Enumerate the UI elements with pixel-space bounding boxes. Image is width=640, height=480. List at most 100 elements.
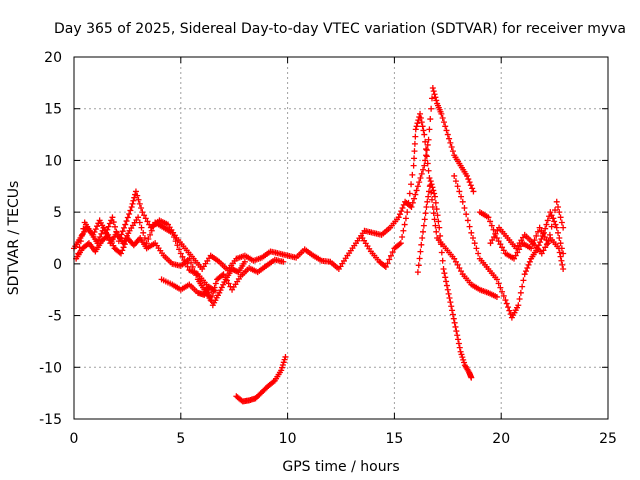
data-point <box>456 344 463 351</box>
data-point <box>427 178 434 185</box>
y-tick-label: -15 <box>39 412 62 428</box>
data-point <box>426 175 433 182</box>
data-point <box>544 217 551 224</box>
data-point <box>526 258 533 265</box>
data-point <box>418 241 425 248</box>
data-point <box>169 229 176 236</box>
data-point <box>466 179 473 186</box>
data-point <box>517 289 524 296</box>
data-point <box>389 249 396 256</box>
data-point <box>490 233 497 240</box>
data-point <box>452 178 459 185</box>
data-point <box>441 270 448 277</box>
data-point <box>522 268 529 275</box>
data-point <box>384 260 391 267</box>
data-point <box>534 228 541 235</box>
data-point <box>440 266 447 273</box>
data-point <box>421 216 428 223</box>
data-point <box>458 193 465 200</box>
data-point <box>184 263 191 270</box>
data-point <box>500 292 507 299</box>
data-point <box>138 224 145 231</box>
data-point <box>396 241 403 248</box>
data-point <box>407 202 414 209</box>
data-point <box>449 307 456 314</box>
data-point <box>109 214 116 221</box>
data-point <box>438 110 445 117</box>
data-point <box>558 219 565 226</box>
data-point <box>516 296 523 303</box>
data-point <box>545 238 552 245</box>
data-point <box>435 218 442 225</box>
data-point <box>279 362 286 369</box>
series-trace-b <box>73 231 287 304</box>
data-point <box>420 166 427 173</box>
data-point <box>420 127 427 134</box>
data-point <box>179 253 186 260</box>
data-point <box>148 227 155 234</box>
data-point <box>511 255 518 262</box>
data-point <box>537 239 544 246</box>
data-point <box>461 205 468 212</box>
data-point <box>433 206 440 213</box>
data-point <box>556 209 563 216</box>
data-point <box>538 236 545 243</box>
data-point <box>424 141 431 148</box>
series-trace-h <box>451 172 567 321</box>
data-point <box>452 323 459 330</box>
grid <box>73 56 609 420</box>
data-point <box>400 227 407 234</box>
data-point <box>439 257 446 264</box>
data-point <box>414 183 421 190</box>
data-point <box>552 221 559 228</box>
data-point <box>495 238 502 245</box>
data-point <box>431 190 438 197</box>
series-trace-e <box>233 353 289 405</box>
data-point <box>135 214 142 221</box>
data-point <box>280 359 287 366</box>
data-point <box>98 230 105 237</box>
data-point <box>408 203 415 210</box>
data-point <box>550 215 557 222</box>
data-point <box>241 258 248 265</box>
y-tick-label: 20 <box>44 50 62 66</box>
data-point <box>512 252 519 259</box>
data-point <box>426 126 433 133</box>
data-point <box>428 95 435 102</box>
data-point <box>560 224 567 231</box>
data-point <box>412 126 419 133</box>
data-point <box>444 131 451 138</box>
data-point <box>100 224 107 231</box>
data-point <box>406 190 413 197</box>
data-point <box>455 336 462 343</box>
tick-labels: 0 5 10 15 20 25 -15 -10 -5 0 5 10 15 20 <box>39 50 617 447</box>
data-point <box>521 271 528 278</box>
data-point <box>473 245 480 252</box>
data-point <box>556 235 563 241</box>
data-point <box>436 224 443 231</box>
y-tick-label: -10 <box>39 360 62 376</box>
data-point <box>397 240 404 247</box>
data-point <box>446 135 453 142</box>
data-point <box>538 250 545 257</box>
data-point <box>454 183 461 190</box>
data-point <box>553 198 560 205</box>
data-point <box>448 143 455 150</box>
data-point <box>458 351 465 358</box>
data-point <box>449 148 456 155</box>
data-point <box>461 359 468 366</box>
data-point <box>136 200 143 207</box>
data-point <box>488 222 495 229</box>
data-point <box>405 199 412 206</box>
data-point <box>451 172 458 179</box>
data-point <box>396 211 403 218</box>
data-point <box>119 247 126 254</box>
x-tick-label: 10 <box>279 431 297 447</box>
data-point <box>425 167 432 174</box>
data-point <box>422 138 429 145</box>
data-point <box>451 255 458 262</box>
data-point <box>468 229 475 236</box>
data-point <box>540 247 547 254</box>
data-point <box>557 214 564 221</box>
